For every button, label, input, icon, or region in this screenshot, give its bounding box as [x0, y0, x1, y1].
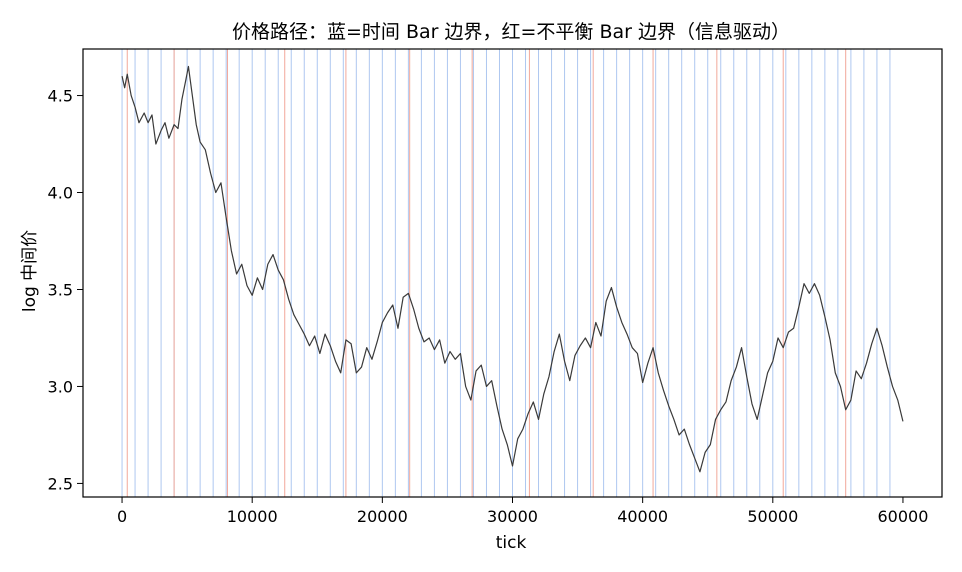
y-axis: 2.5 3.0 3.5 4.0 4.5	[48, 87, 83, 493]
x-tick-label: 60000	[878, 507, 929, 526]
x-tick-label: 10000	[227, 507, 278, 526]
x-tick-label: 20000	[357, 507, 408, 526]
x-tick-label: 40000	[617, 507, 668, 526]
x-tick-label: 50000	[747, 507, 798, 526]
x-tick-label: 30000	[487, 507, 538, 526]
plot-area	[82, 48, 943, 498]
y-tick-label: 4.0	[48, 184, 73, 203]
bar-boundary-layer	[121, 49, 891, 497]
y-tick-label: 4.5	[48, 87, 73, 106]
y-tick-label: 3.5	[48, 280, 73, 299]
y-axis-label: log 中间价	[20, 230, 40, 312]
price-line	[121, 65, 904, 473]
chart-title: 价格路径：蓝=时间 Bar 边界，红=不平衡 Bar 边界（信息驱动）	[232, 21, 790, 43]
y-tick-label: 3.0	[48, 377, 73, 396]
x-axis: 0 10000 20000 30000 40000 50000 60000	[117, 497, 928, 526]
y-tick-label: 2.5	[48, 474, 73, 493]
x-tick-label: 0	[117, 507, 127, 526]
x-axis-label: tick	[496, 533, 527, 553]
